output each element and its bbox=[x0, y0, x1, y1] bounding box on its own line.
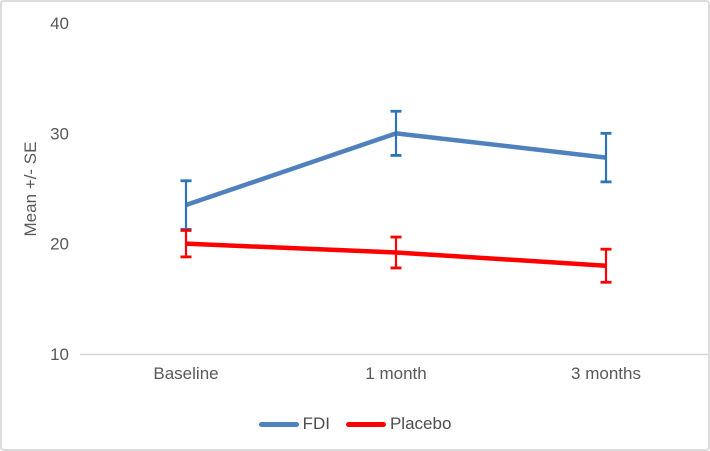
y-tick-label-30: 30 bbox=[50, 124, 69, 143]
legend-label-placebo: Placebo bbox=[389, 414, 452, 433]
legend-label-fdi: FDI bbox=[302, 414, 330, 433]
x-tick-label-baseline: Baseline bbox=[153, 364, 218, 383]
placebo-line-swatch bbox=[345, 421, 386, 427]
y-tick-label-40: 40 bbox=[50, 14, 69, 33]
legend: FDI Placebo bbox=[2, 414, 708, 434]
x-tick-label-3-months: 3 months bbox=[571, 364, 641, 383]
error-bar-placebo-0 bbox=[180, 229, 192, 259]
y-tick-label-10: 10 bbox=[50, 345, 69, 364]
error-bar-fdi-1 bbox=[390, 109, 402, 157]
x-tick-label-1-month: 1 month bbox=[365, 364, 426, 383]
error-bar-fdi-2 bbox=[600, 131, 612, 184]
error-bar-placebo-1 bbox=[390, 235, 402, 270]
error-bar-placebo-2 bbox=[600, 247, 612, 284]
y-tick-label-20: 20 bbox=[50, 235, 69, 254]
y-axis-title: Mean +/- SE bbox=[21, 141, 40, 237]
legend-item-placebo: Placebo bbox=[345, 414, 452, 434]
legend-item-fdi: FDI bbox=[258, 414, 330, 434]
fdi-line-swatch bbox=[258, 421, 299, 427]
